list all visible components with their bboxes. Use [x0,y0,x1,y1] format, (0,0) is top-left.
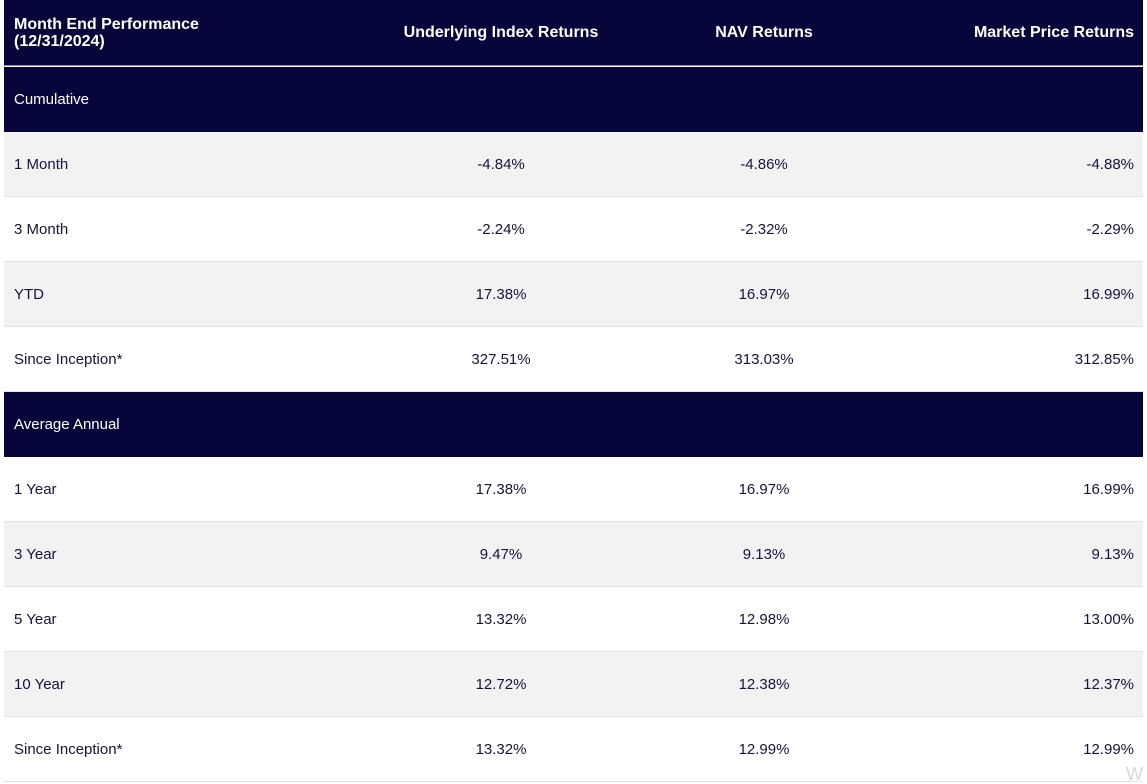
return-value: 12.98% [738,610,790,628]
return-value: 16.99% [1083,285,1134,303]
data-row: 1 Year 17.38% 16.97% 16.99% [4,457,1143,522]
data-row: Since Inception* 327.51% 313.03% 312.85% [4,327,1143,392]
return-value: 12.38% [738,675,790,693]
period-label: 1 Year [14,480,57,498]
header-title: Month End Performance (12/31/2024) [14,15,199,50]
return-value: 9.13% [1091,545,1134,563]
data-row: 3 Year 9.47% 9.13% 9.13% [4,522,1143,587]
return-value: 9.13% [742,545,786,563]
period-label: Since Inception* [14,740,123,758]
data-row: 10 Year 12.72% 12.38% 12.37% [4,652,1143,717]
return-value: 12.72% [475,675,527,693]
column-header[interactable]: Market Price Returns [973,23,1134,41]
column-header[interactable]: NAV Returns [715,23,813,41]
return-value: 16.97% [738,285,790,303]
return-value: -4.88% [1086,155,1134,173]
return-value: -4.86% [740,155,788,173]
return-value: 16.99% [1083,480,1134,498]
return-value: 12.99% [1083,740,1134,758]
return-value: 312.85% [1074,350,1134,368]
return-value: -4.84% [477,155,525,173]
return-value: 17.38% [475,480,527,498]
return-value: 13.32% [475,740,527,758]
data-row: Since Inception* 13.32% 12.99% 12.99% [4,717,1143,782]
period-label: Since Inception* [14,350,123,368]
period-label: 3 Month [14,220,69,238]
section-title: Cumulative [14,91,90,108]
return-value: -2.24% [477,220,525,238]
column-header[interactable]: Underlying Index Returns [403,23,599,41]
section-row: Average Annual [4,392,1143,457]
return-value: 9.47% [479,545,523,563]
return-value: -2.29% [1086,220,1134,238]
return-value: 13.32% [475,610,527,628]
return-value: 16.97% [738,480,790,498]
return-value: 12.37% [1083,675,1134,693]
section-title: Average Annual [14,416,120,433]
data-row: 5 Year 13.32% 12.98% 13.00% [4,587,1143,652]
period-label: 5 Year [14,610,57,628]
data-row: 3 Month -2.24% -2.32% -2.29% [4,197,1143,262]
header-row: Month End Performance (12/31/2024) Under… [4,0,1143,66]
section-row: Cumulative [4,67,1143,132]
return-value: 17.38% [475,285,527,303]
period-label: 1 Month [14,155,69,173]
data-row: YTD 17.38% 16.97% 16.99% [4,262,1143,327]
return-value: 313.03% [734,350,794,368]
period-label: 10 Year [14,675,65,693]
return-value: -2.32% [740,220,788,238]
return-value: 12.99% [738,740,790,758]
return-value: 327.51% [471,350,531,368]
period-label: YTD [14,285,44,303]
watermark: W [1126,764,1143,784]
data-row: 1 Month -4.84% -4.86% -4.88% [4,132,1143,197]
return-value: 13.00% [1083,610,1134,628]
period-label: 3 Year [14,545,57,563]
